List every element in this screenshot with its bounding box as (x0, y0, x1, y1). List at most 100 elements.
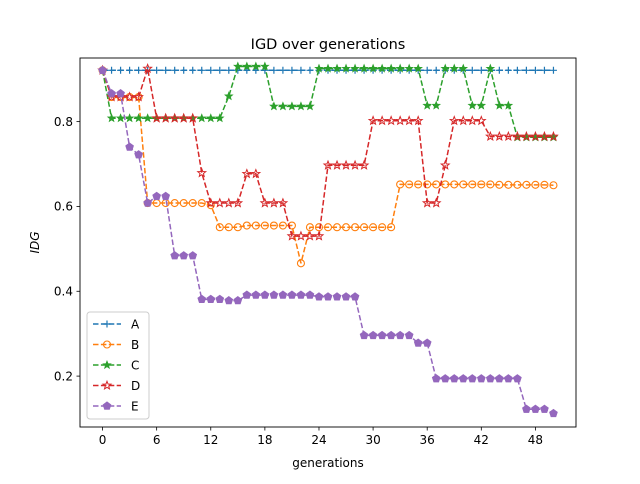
legend-item-c: C (93, 358, 139, 372)
series-d-point (304, 230, 316, 241)
series-d-point (421, 197, 433, 208)
series-a-point (189, 66, 197, 74)
series-e-point (404, 330, 414, 340)
series-d-point (250, 168, 262, 179)
series-a-point (513, 66, 521, 74)
series-d-point (521, 130, 532, 141)
series-c-point (458, 63, 469, 73)
series-b-point (441, 180, 450, 189)
series-b-point (414, 180, 423, 189)
series-c-point (305, 101, 315, 111)
series-e-point (467, 374, 477, 383)
x-tick-label: 0 (99, 433, 107, 447)
series-b-point (296, 259, 305, 268)
series-c-point (233, 61, 243, 71)
legend-label: E (131, 399, 139, 413)
series-d-point (548, 130, 559, 141)
series-e-point (540, 404, 549, 413)
series-b-point (513, 180, 522, 189)
series-a-point (531, 66, 539, 74)
series-d-point (259, 197, 271, 208)
series-c-point (404, 63, 414, 73)
series-e-point (206, 294, 216, 304)
series-d-point (376, 115, 388, 126)
series-c-point (467, 100, 478, 110)
series-e-point (161, 191, 171, 200)
series-c-point (368, 63, 378, 73)
series-d-point (277, 197, 289, 208)
series-c (97, 61, 559, 142)
series-c-point (196, 113, 207, 123)
series-d-point (358, 159, 370, 170)
series-c-point (359, 63, 369, 73)
series-e-point (215, 294, 225, 304)
series-a-point (270, 66, 278, 74)
series-d-point (430, 197, 442, 208)
series-e-point (278, 290, 288, 299)
x-tick-label: 18 (257, 433, 272, 447)
series-b-point (251, 221, 260, 230)
series-a-point (279, 66, 287, 74)
series-d-point (223, 197, 235, 208)
series-c-point (269, 101, 279, 111)
series-c-point (503, 100, 514, 110)
series-e-point (494, 374, 504, 383)
series-a-point (198, 66, 206, 74)
x-tick-label: 12 (203, 433, 218, 447)
series-d-point (475, 115, 487, 126)
series-b-point (495, 180, 504, 189)
legend-label: C (131, 358, 139, 372)
x-tick-label: 36 (420, 433, 435, 447)
series-e-point (522, 404, 531, 413)
series-e-point (305, 290, 315, 299)
series-e-point (531, 404, 540, 413)
series-e-point (359, 330, 369, 340)
series-c-point (485, 63, 496, 73)
legend-swatch-marker (102, 340, 112, 349)
series-c-point (242, 61, 252, 71)
series-c-point (214, 113, 225, 123)
series-e-point (179, 251, 189, 260)
series-a-point (522, 66, 530, 74)
series-b-point (387, 223, 396, 232)
series-c-point (142, 113, 153, 123)
series-a-point (171, 66, 179, 74)
series-d-point (340, 159, 352, 170)
series-e-point (98, 65, 107, 74)
series-c-point (386, 63, 396, 73)
series-d-point (196, 167, 208, 178)
x-tick-label: 30 (365, 433, 380, 447)
series-d-point (178, 112, 190, 123)
plot-frame (79, 57, 577, 428)
series-b-point (432, 180, 441, 189)
series-d-point (530, 130, 541, 141)
series-b-point (197, 199, 206, 208)
series-a-point (117, 66, 125, 74)
series-e-point (197, 294, 207, 304)
series-e-point (440, 374, 450, 383)
series-e-point (143, 198, 152, 207)
series-d-point (512, 130, 523, 141)
series-e-point (134, 150, 143, 159)
series-c-point (224, 91, 234, 101)
series-b-point (224, 223, 233, 232)
series-a-point (495, 66, 503, 74)
series-a-point (162, 66, 170, 74)
series-c-point (323, 63, 333, 73)
series-e (98, 65, 558, 418)
series-d-point (322, 159, 334, 170)
series-d-point (466, 115, 478, 126)
series-d-point (485, 130, 496, 141)
series-e-point (107, 89, 116, 98)
series-c-point (332, 63, 342, 73)
series-b-point (531, 180, 540, 189)
series-c-point (449, 63, 460, 73)
series-e-point (513, 374, 522, 383)
legend-swatch-marker (102, 359, 112, 370)
series-a-point (126, 66, 134, 74)
series-e-point (458, 374, 468, 383)
series-b-point (396, 180, 405, 189)
x-tick-label: 48 (528, 433, 543, 447)
series-a-point (297, 66, 305, 74)
series-b-point (170, 199, 179, 208)
